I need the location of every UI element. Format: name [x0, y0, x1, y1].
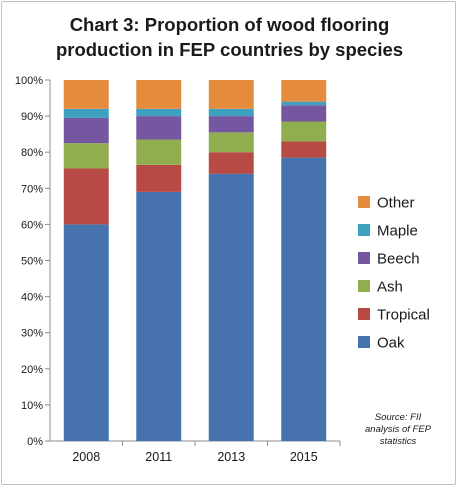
chart-title-line-2: production in FEP countries by species — [55, 39, 404, 60]
source-note: Source: FII analysis of FEP statistics — [350, 412, 446, 448]
x-tick-label: 2008 — [72, 450, 100, 464]
legend-swatch-maple — [358, 224, 370, 236]
bar-beech-2013 — [208, 116, 254, 133]
bar-tropical-2008 — [63, 168, 109, 225]
bar-other-2008 — [63, 80, 109, 109]
y-tick-label: 30% — [21, 328, 43, 340]
y-tick-label: 80% — [21, 147, 43, 159]
bar-tropical-2011 — [136, 164, 182, 192]
y-tick-label: 10% — [21, 400, 43, 412]
y-tick-label: 0% — [27, 436, 43, 448]
bar-beech-2008 — [63, 117, 109, 144]
bar-oak-2013 — [208, 173, 254, 442]
source-note-line-3: statistics — [379, 436, 417, 447]
legend-label-tropical: Tropical — [377, 307, 430, 324]
y-tick-label: 100% — [15, 75, 43, 87]
bar-maple-2015 — [281, 101, 327, 106]
legend-swatch-beech — [358, 252, 370, 264]
bar-maple-2013 — [208, 108, 254, 117]
bar-oak-2011 — [136, 191, 182, 441]
bar-beech-2011 — [136, 116, 182, 140]
bar-oak-2015 — [281, 157, 327, 442]
chart-title-line-1: Chart 3: Proportion of wood flooring — [69, 14, 390, 35]
chart-title: Chart 3: Proportion of wood flooring pro… — [0, 12, 459, 62]
legend-swatch-ash — [358, 280, 370, 292]
legend-label-maple: Maple — [377, 223, 418, 240]
y-tick-label: 70% — [21, 183, 43, 195]
x-tick-label: 2011 — [145, 450, 172, 464]
bar-other-2013 — [208, 80, 254, 109]
legend-swatch-oak — [358, 336, 370, 348]
legend-label-oak: Oak — [377, 335, 405, 352]
legend-label-ash: Ash — [377, 279, 403, 296]
y-tick-label: 50% — [21, 256, 43, 268]
bar-ash-2011 — [136, 139, 182, 165]
bar-tropical-2015 — [281, 141, 327, 158]
y-tick-label: 40% — [21, 292, 43, 304]
x-tick-label: 2015 — [290, 450, 318, 464]
y-tick-label: 20% — [21, 364, 43, 376]
legend-label-beech: Beech — [377, 251, 420, 268]
source-note-line-1: Source: FII — [374, 412, 422, 423]
legend-swatch-tropical — [358, 308, 370, 320]
bar-ash-2015 — [281, 121, 327, 142]
bar-oak-2008 — [63, 224, 109, 441]
bar-maple-2011 — [136, 108, 182, 117]
source-note-line-2: analysis of FEP — [365, 424, 431, 435]
legend-swatch-other — [358, 196, 370, 208]
bar-beech-2015 — [281, 105, 327, 122]
y-tick-label: 60% — [21, 219, 43, 231]
x-tick-label: 2013 — [217, 450, 245, 464]
bar-other-2011 — [136, 80, 182, 109]
bar-maple-2008 — [63, 108, 109, 118]
bar-ash-2008 — [63, 143, 109, 169]
legend-label-other: Other — [377, 195, 415, 212]
bar-tropical-2013 — [208, 152, 254, 174]
bar-other-2015 — [281, 80, 327, 102]
y-tick-label: 90% — [21, 111, 43, 123]
bar-ash-2013 — [208, 132, 254, 153]
